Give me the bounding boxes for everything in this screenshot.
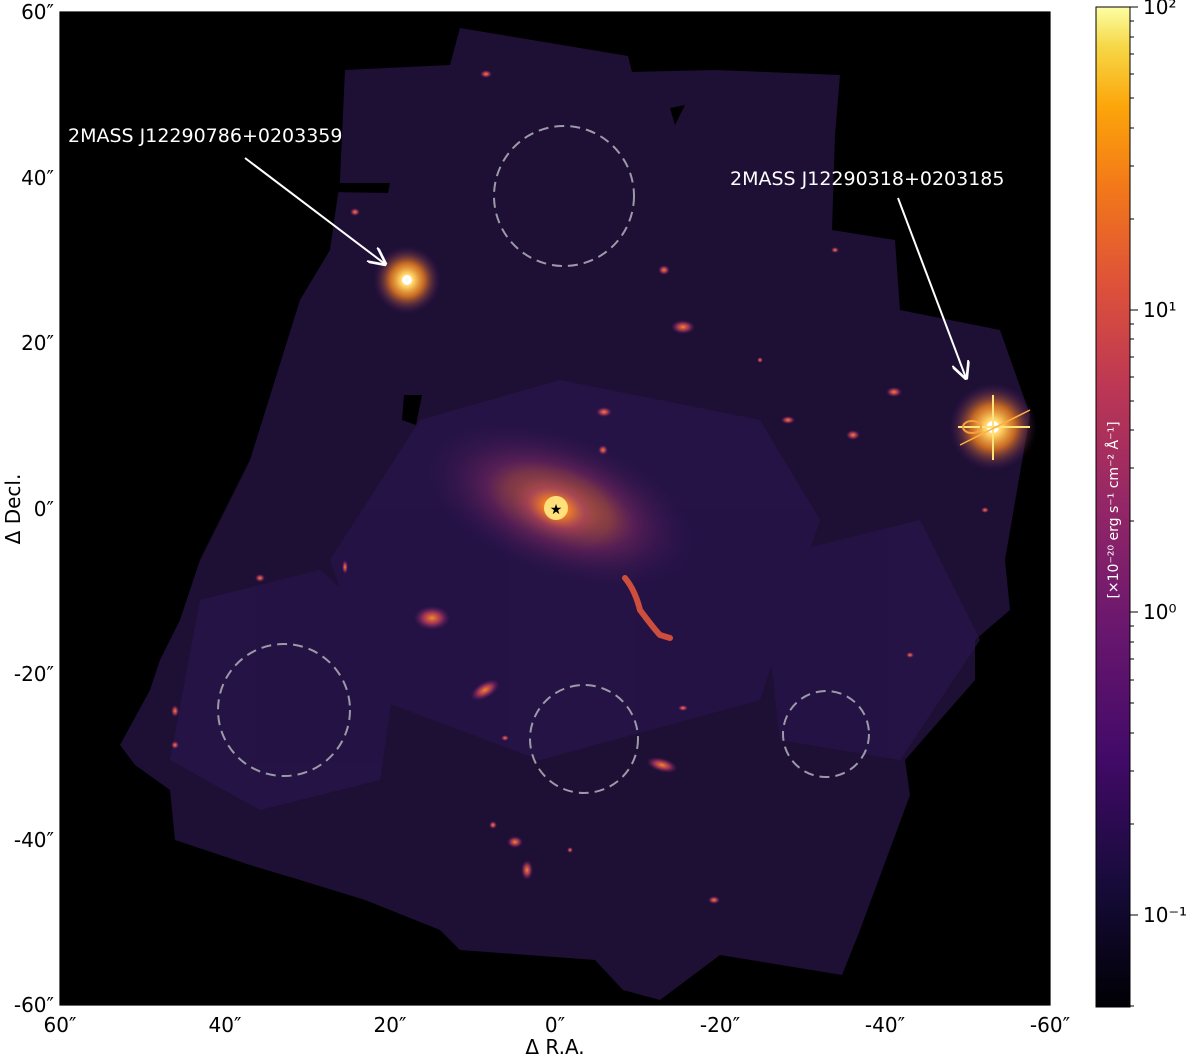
aperture-southeast xyxy=(782,690,870,778)
x-tick-label: 60″ xyxy=(44,1013,77,1037)
y-tick-label: -20″ xyxy=(14,662,54,686)
x-tick-label: -60″ xyxy=(1030,1013,1070,1037)
x-tick-label: 0″ xyxy=(545,1013,565,1037)
y-tick-label: 60″ xyxy=(21,0,54,24)
y-tick-labels: 60″ 40″ 20″ 0″ -20″ -40″ -60″ xyxy=(14,0,54,1017)
colorbar-tick-label: 10¹ xyxy=(1143,298,1176,322)
y-tick-label: -40″ xyxy=(14,828,54,852)
x-tick-label: 40″ xyxy=(209,1013,242,1037)
aperture-southwest xyxy=(217,643,351,777)
colorbar-title: [×10⁻²⁰ erg s⁻¹ cm⁻² Å⁻¹] xyxy=(1105,421,1122,598)
star-northwest xyxy=(373,246,441,314)
background-apertures xyxy=(217,125,870,794)
mosaic-gaps xyxy=(330,105,685,425)
axis-ticks xyxy=(59,11,1051,1006)
y-tick-label: 0″ xyxy=(34,497,54,521)
colorbar: [×10⁻²⁰ erg s⁻¹ cm⁻² Å⁻¹] 10² 10¹ 10⁰ 10… xyxy=(1095,0,1187,1008)
annotation-arrow-east xyxy=(897,197,966,378)
x-tick-label: -40″ xyxy=(865,1013,905,1037)
annotation-nw: 2MASS J12290786+0203359 xyxy=(68,125,385,264)
y-axis-title: Δ Decl. xyxy=(1,474,25,545)
colorbar-tick-label: 10⁻¹ xyxy=(1143,903,1187,927)
x-axis-title: Δ R.A. xyxy=(525,1035,584,1054)
star-east xyxy=(949,383,1037,471)
x-tick-label: 20″ xyxy=(374,1013,407,1037)
x-tick-labels: 60″ 40″ 20″ 0″ -20″ -40″ -60″ xyxy=(44,1013,1071,1037)
annotation-label-nw: 2MASS J12290786+0203359 xyxy=(68,125,343,147)
annotation-label-east: 2MASS J12290318+0203185 xyxy=(730,168,1005,190)
central-star-icon: ★ xyxy=(550,502,563,518)
annotation-east: 2MASS J12290318+0203185 xyxy=(730,168,1005,378)
y-tick-label: 20″ xyxy=(21,331,54,355)
background-galaxies xyxy=(171,70,989,904)
y-tick-label: 40″ xyxy=(21,166,54,190)
y-tick-label: -60″ xyxy=(14,993,54,1017)
x-tick-label: -20″ xyxy=(700,1013,740,1037)
jet-feature xyxy=(622,575,673,641)
annotation-arrow-nw xyxy=(244,157,385,264)
aperture-south xyxy=(529,684,639,794)
image-panel: ★ xyxy=(60,12,1050,1005)
colorbar-tick-label: 10⁰ xyxy=(1143,600,1176,624)
colorbar-tick-label: 10² xyxy=(1143,0,1176,19)
colorbar-gradient xyxy=(1095,6,1131,1008)
central-galaxy: ★ xyxy=(426,423,694,587)
aperture-north xyxy=(493,125,635,267)
